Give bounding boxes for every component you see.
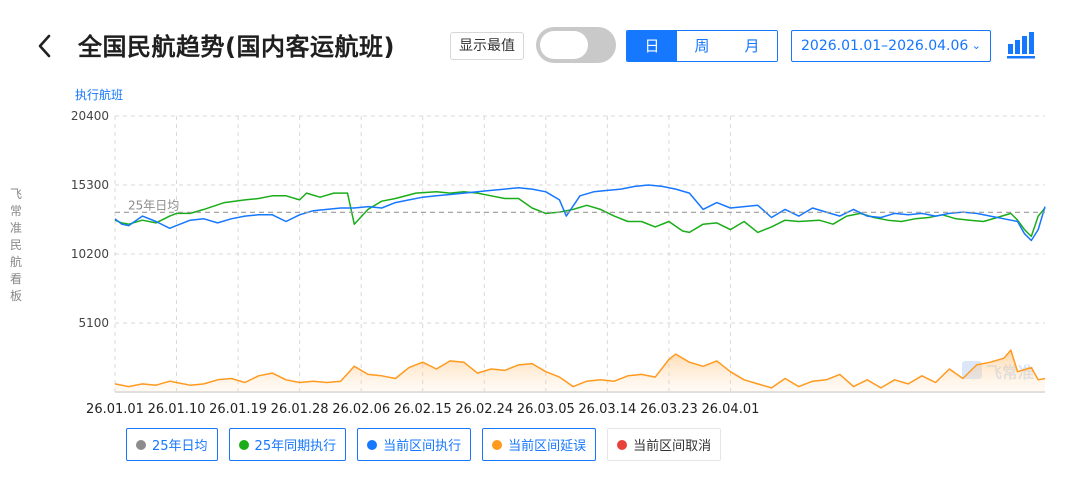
x-tick-label: 26.02.15 [394, 402, 452, 417]
x-tick-label: 26.03.05 [517, 402, 575, 417]
legend: 25年日均 25年同期执行 当前区间执行 当前区间延误 当前区间取消 [126, 428, 722, 462]
show-extremes-toggle[interactable] [536, 27, 616, 63]
toggle-knob [540, 31, 588, 59]
tab-month[interactable]: 月 [727, 31, 777, 61]
series-line-0 [114, 191, 1046, 238]
legend-item-current-executed[interactable]: 当前区间执行 [357, 428, 472, 461]
series-lines [114, 184, 1046, 392]
reference-line: 25年日均 [115, 198, 1045, 213]
trend-chart: 执行航班 20400 15300 10200 5100 26.01.01 26.01.1… [0, 80, 1080, 420]
period-tabs: 日 周 月 [626, 30, 778, 62]
show-extremes-label: 显示最值 [450, 32, 524, 60]
series-line-1 [114, 184, 1046, 242]
bar-chart-icon[interactable] [1005, 31, 1035, 59]
delay-area [115, 350, 1045, 392]
tab-day[interactable]: 日 [627, 31, 677, 61]
green-dot-icon [238, 439, 249, 450]
chevron-down-icon: ⌄ [971, 39, 981, 52]
trend-chart-svg: 执行航班 20400 15300 10200 5100 26.01.01 26.01.1… [71, 87, 1046, 417]
legend-label: 25年日均 [152, 439, 208, 454]
series-line-2 [114, 349, 1046, 389]
x-axis-ticks: 26.01.01 26.01.10 26.01.19 26.01.28 26.02.06… [86, 402, 759, 417]
chart-grid [114, 115, 1045, 393]
x-tick-label: 26.01.10 [148, 402, 206, 417]
y-tick-label: 15300 [71, 178, 109, 192]
date-range-value: 2026.01.01–2026.04.06 [801, 38, 969, 54]
legend-item-25-daily-avg[interactable]: 25年日均 [126, 428, 218, 461]
orange-dot-icon [492, 439, 503, 450]
legend-item-current-delayed[interactable]: 当前区间延误 [482, 428, 597, 461]
x-tick-label: 26.03.23 [640, 402, 698, 417]
side-label: 飞常准民航看板 [9, 187, 22, 303]
x-tick-label: 26.01.28 [271, 402, 329, 417]
x-tick-label: 26.02.06 [332, 402, 390, 417]
x-tick-label: 26.01.01 [86, 402, 144, 417]
tab-week[interactable]: 周 [677, 31, 727, 61]
blue-dot-icon [367, 439, 378, 450]
legend-label: 25年同期执行 [254, 439, 337, 454]
x-tick-label: 26.02.24 [455, 402, 513, 417]
x-tick-label: 26.03.14 [578, 402, 636, 417]
page-title: 全国民航趋势(国内客运航班) [78, 33, 395, 61]
series-label: 执行航班 [75, 87, 123, 102]
x-tick-label: 26.04.01 [701, 402, 759, 417]
gray-dot-icon [136, 439, 146, 450]
legend-label: 当前区间延误 [508, 439, 587, 454]
back-arrow-icon[interactable] [32, 30, 58, 62]
legend-item-25-same-period[interactable]: 25年同期执行 [228, 428, 347, 461]
red-dot-icon [617, 439, 628, 450]
y-tick-label: 5100 [78, 316, 109, 330]
y-tick-label: 20400 [71, 109, 109, 123]
legend-item-current-cancelled[interactable]: 当前区间取消 [607, 428, 722, 461]
legend-label: 当前区间执行 [383, 439, 462, 454]
date-range-select[interactable]: 2026.01.01–2026.04.06 ⌄ [791, 30, 991, 62]
reference-line-label: 25年日均 [128, 198, 179, 212]
x-tick-label: 26.01.19 [209, 402, 267, 417]
legend-label: 当前区间取消 [633, 439, 712, 454]
y-tick-label: 10200 [71, 247, 109, 261]
y-axis-ticks: 20400 15300 10200 5100 [71, 109, 109, 330]
